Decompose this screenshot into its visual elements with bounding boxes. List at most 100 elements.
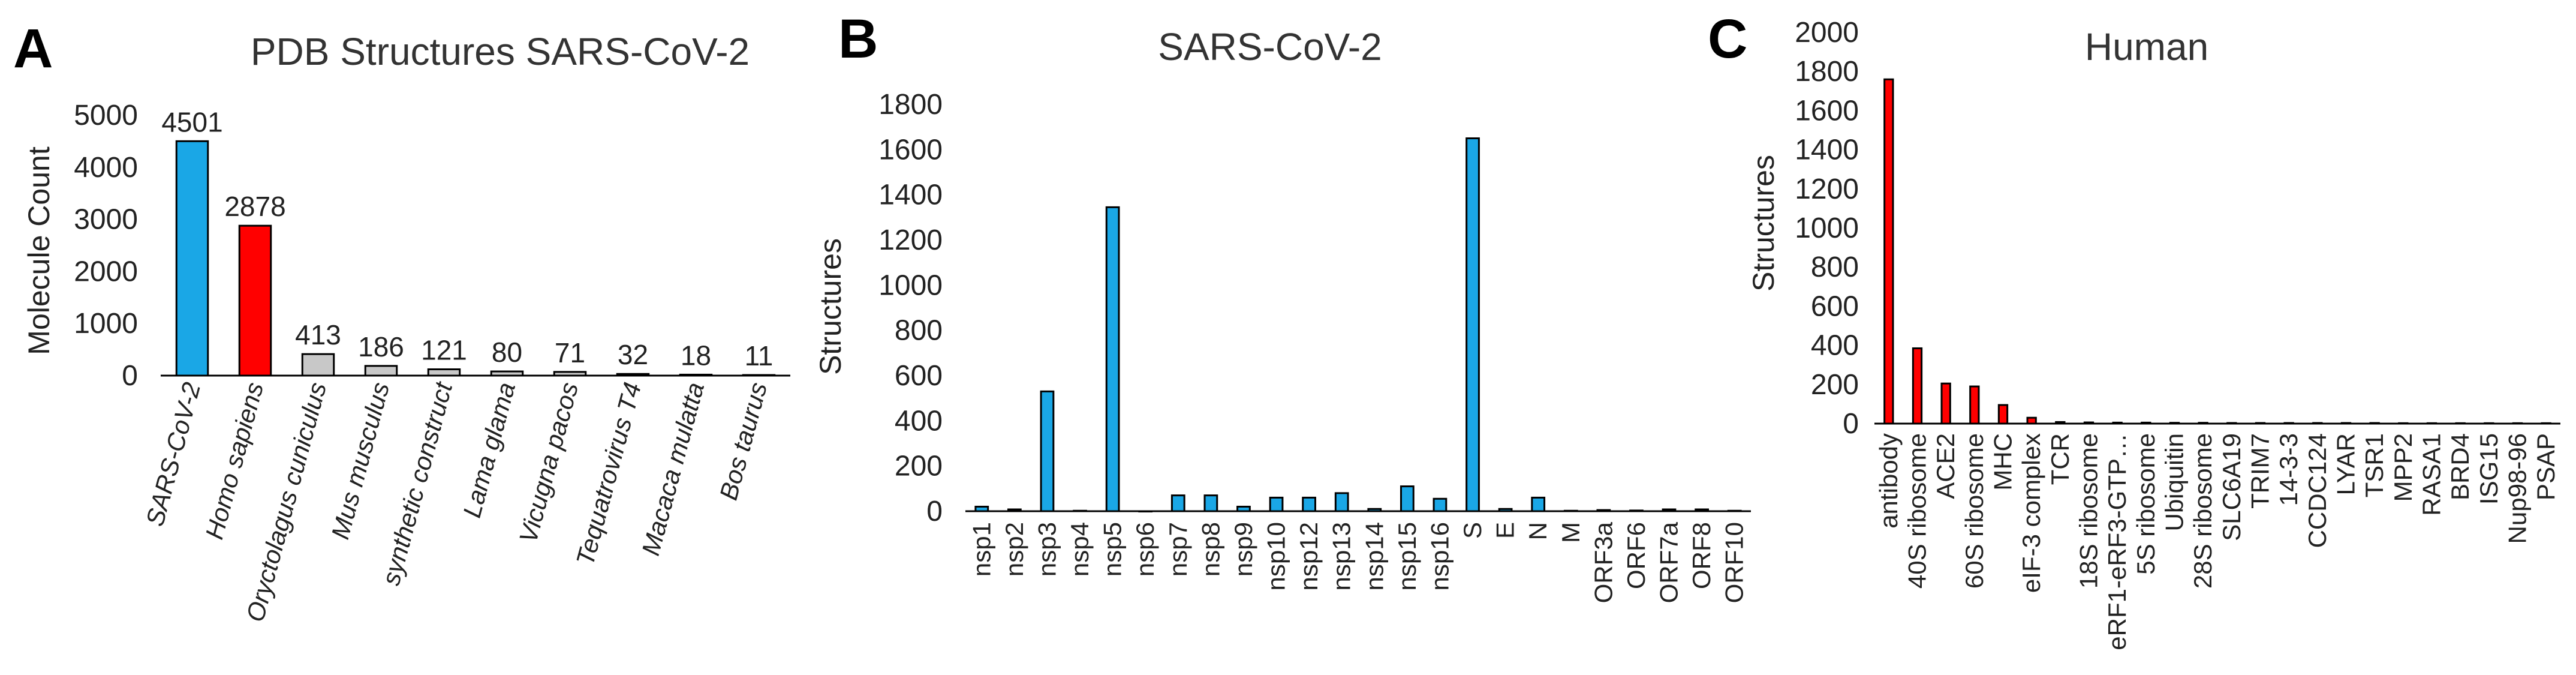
panel-c-ytick-label: 400	[1811, 330, 1859, 362]
panel-c-category-label: 5S ribosome	[2132, 433, 2160, 575]
panel-b-bar	[1334, 492, 1349, 512]
panel-c-category-label: 28S ribosome	[2189, 433, 2217, 589]
panel-b-title: SARS-CoV-2	[1158, 25, 1382, 68]
panel-a-data-label: 186	[358, 331, 404, 362]
panel-c-ytick-label: 200	[1811, 369, 1859, 401]
panel-a-category-label: Lama glama	[458, 379, 520, 520]
panel-b-category-label: nsp9	[1229, 522, 1257, 577]
panel-c-bar	[1997, 404, 2009, 425]
panel-b-bar	[1400, 485, 1415, 512]
panel-a-ytick-label: 4000	[74, 152, 138, 184]
panel-b-ytick-label: 1000	[878, 269, 943, 301]
panel-b-category-label: ORF3a	[1589, 521, 1617, 603]
panel-a: A PDB Structures SARS-CoV-2 Molecule Cou…	[13, 18, 790, 625]
panel-b-category-label: nsp7	[1164, 522, 1192, 577]
panel-c-category-label: LYAR	[2332, 433, 2360, 495]
panel-c-title: Human	[2085, 25, 2208, 68]
panel-c-bar	[1969, 385, 1980, 425]
panel-c-ytick-label: 800	[1811, 251, 1859, 283]
panel-a-data-label: 71	[555, 337, 585, 368]
panel-a-category-label: Bos taurus	[714, 379, 772, 503]
panel-c-category-label: eRF1-eRF3-GTP…	[2103, 433, 2131, 650]
panel-b-category-label: ORF7a	[1655, 521, 1683, 603]
panel-b-bar	[1531, 496, 1546, 512]
panel-c-category-label: TRIM7	[2246, 433, 2274, 509]
panel-c-category-label: RASA1	[2418, 433, 2446, 516]
panel-b-letter: B	[838, 8, 878, 70]
panel-a-category-label: Macaca mulatta	[636, 379, 709, 559]
panel-b-bar	[1465, 137, 1480, 512]
panel-c-category-label: TCR	[2046, 433, 2074, 485]
panel-c-category-label: MPP2	[2389, 433, 2417, 502]
panel-c-ytick-label: 1600	[1795, 95, 1859, 127]
panel-b-bar	[1170, 494, 1185, 512]
panel-b-ytick-label: 600	[895, 360, 943, 392]
panel-c-ytick-label: 1200	[1795, 173, 1859, 205]
panel-b-category-label: nsp16	[1425, 522, 1453, 590]
panel-b-ytick-label: 200	[895, 451, 943, 482]
panel-c-category-label: PSAP	[2532, 433, 2560, 500]
panel-c-ytick-label: 1000	[1795, 212, 1859, 244]
panel-c-category-label: 18S ribosome	[2075, 433, 2103, 589]
panel-a-category-label: SARS-CoV-2	[140, 379, 206, 529]
panel-b-category-label: nsp12	[1295, 522, 1323, 590]
panel-c-category-label: antibody	[1874, 433, 1903, 529]
panel-b-category-label: N	[1524, 522, 1552, 540]
panel-a-data-label: 32	[618, 339, 648, 370]
panel-b-ytick-label: 800	[895, 315, 943, 347]
panel-c-category-label: MHC	[1989, 433, 2017, 491]
panel-b-category-label: nsp6	[1131, 522, 1159, 577]
panel-a-data-label: 18	[681, 340, 711, 371]
panel-c-letter: C	[1708, 8, 1747, 70]
panel-c-category-label: BRD4	[2446, 433, 2474, 500]
panel-b-ytick-label: 0	[926, 496, 943, 527]
panel-b-bar	[1203, 494, 1218, 512]
panel-a-data-label: 121	[421, 334, 467, 365]
panel-c-ytick-label: 2000	[1795, 17, 1859, 49]
panel-b-category-label: nsp15	[1393, 522, 1421, 590]
panel-b-ytick-label: 1400	[878, 179, 943, 211]
panel-b-category-label: ORF10	[1720, 522, 1749, 603]
panel-a-bar	[301, 353, 335, 377]
panel-b-bar	[1269, 496, 1284, 512]
panel-b-category-label: nsp2	[1000, 522, 1028, 577]
panel-c-ytick-label: 1400	[1795, 134, 1859, 166]
panel-a-ytick-label: 3000	[74, 204, 138, 236]
panel-c-bar	[1883, 78, 1894, 425]
panel-b-category-label: S	[1458, 522, 1486, 539]
panel-c-category-label: SLC6A19	[2217, 433, 2246, 541]
panel-b-category-label: nsp5	[1099, 522, 1127, 577]
panel-a-data-label: 2878	[224, 191, 285, 222]
panel-c-ylabel: Structures	[1747, 155, 1780, 292]
panel-b-category-label: nsp13	[1328, 522, 1356, 590]
panel-b-category-label: ORF6	[1622, 522, 1650, 589]
panel-a-category-label: Mus musculus	[326, 379, 395, 542]
panel-b-category-label: E	[1491, 522, 1519, 539]
panel-a-title: PDB Structures SARS-CoV-2	[251, 30, 750, 73]
panel-a-bar	[427, 368, 461, 377]
panel-a-data-label: 4501	[161, 106, 222, 137]
panel-b-ytick-label: 1800	[878, 89, 943, 121]
panel-c-category-label: eIF-3 complex	[2017, 433, 2045, 593]
panel-c-bar	[1940, 382, 1951, 425]
panel-b-bar	[1040, 390, 1055, 512]
panel-a-ytick-label: 2000	[74, 256, 138, 287]
panel-b-ytick-label: 1600	[878, 134, 943, 166]
panel-c-plot: 0 200 400 600 800 1000 1200 1400 1600 1800 2000 ant…	[1795, 17, 2560, 650]
panel-a-category-label: Tequatrovirus T4	[571, 379, 647, 568]
panel-c-ytick-label: 600	[1811, 290, 1859, 322]
panel-b-category-label: nsp4	[1066, 522, 1094, 577]
panel-a-bar	[364, 365, 398, 377]
panel-a-data-label: 80	[492, 337, 522, 368]
panel-b-category-label: ORF8	[1687, 522, 1716, 589]
panel-a-letter: A	[13, 18, 53, 79]
panel-b-bar	[1433, 497, 1448, 512]
panel-a-bar	[238, 224, 272, 377]
panel-c-category-label: TSR1	[2360, 433, 2388, 497]
panel-b-category-label: M	[1557, 522, 1585, 543]
panel-c-category-label: ACE2	[1931, 433, 1960, 499]
panel-b-category-label: nsp10	[1262, 522, 1290, 590]
panel-a-ytick-label: 5000	[74, 100, 138, 131]
